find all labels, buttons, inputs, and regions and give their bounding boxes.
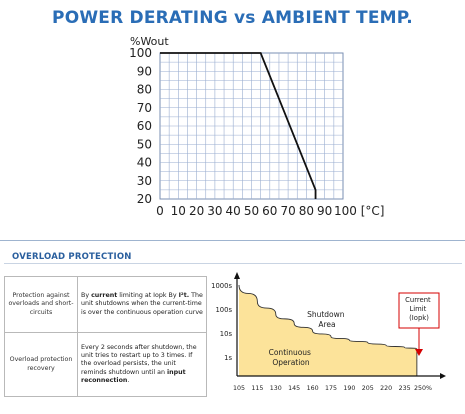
bold-text: current	[91, 292, 118, 300]
current-limit-arrow-head	[415, 349, 423, 356]
x-axis-arrow	[440, 373, 446, 379]
x-tick-label: 80	[299, 204, 314, 218]
derating-line	[160, 52, 317, 199]
x-tick-label: 220	[380, 385, 392, 392]
x-tick-label: 105	[233, 385, 245, 392]
y-tick-label: 1000s	[211, 282, 232, 290]
y-tick-labels: 1000s 100s 10s 1s	[211, 282, 232, 362]
x-tick-label: 130	[270, 385, 282, 392]
heading-underline	[4, 263, 462, 264]
row-description: Every 2 seconds after shutdown, the unit…	[77, 332, 207, 397]
shutdown-area-label: Shutdown Area	[307, 310, 347, 329]
y-tick-label: 60	[137, 119, 152, 133]
continuous-operation-line1: Continuous	[269, 348, 311, 357]
overload-curve	[238, 284, 418, 350]
y-tick-label: 100	[129, 46, 152, 60]
x-tick-label: 20	[189, 204, 204, 218]
y-tick-label: 100s	[215, 306, 232, 314]
y-tick-label: 80	[137, 83, 152, 97]
row-description: By current limiting at Iopk By I²t. The …	[77, 276, 207, 333]
x-tick-label: 100 [°C]	[334, 204, 384, 218]
x-tick-label: 10	[171, 204, 186, 218]
current-limit-line2: Limit	[409, 305, 426, 313]
x-tick-label: 190	[343, 385, 355, 392]
y-tick-label: 90	[137, 64, 152, 78]
series-group	[160, 52, 317, 199]
x-tick-label: 60	[262, 204, 277, 218]
x-tick-labels: 105 115 130 145 160 175 190 205 220 235 250%	[233, 385, 432, 392]
x-tick-label: 235	[399, 385, 411, 392]
x-tick-label: 145	[288, 385, 300, 392]
x-tick-label: 70	[280, 204, 295, 218]
overload-table: Protection against overloads and short-c…	[4, 276, 207, 397]
x-tick-label: 90	[317, 204, 332, 218]
y-tick-label: 20	[137, 192, 152, 206]
axes	[234, 272, 446, 379]
area-group	[238, 284, 418, 376]
overload-chart: 1000s 100s 10s 1s 105 115 130 145 160 175 190 205 2…	[211, 272, 446, 392]
x-tick-label: 50	[244, 204, 259, 218]
x-tick-label: 115	[251, 385, 263, 392]
current-limit-line1: Current	[405, 296, 431, 304]
y-tick-label: 30	[137, 174, 152, 188]
text-run: By	[81, 292, 92, 300]
row-label: Protection against overloads and short-c…	[4, 276, 78, 333]
text-run: Every 2 seconds after shutdown, the unit…	[81, 343, 197, 376]
x-tick-label: 40	[226, 204, 241, 218]
continuous-operation-line2: Operation	[272, 358, 310, 367]
x-tick-label: 250%	[414, 385, 432, 392]
chart-title: POWER DERATING vs AMBIENT TEMP.	[52, 8, 413, 28]
bold-text: I²t.	[178, 292, 190, 300]
table-row: Protection against overloads and short-c…	[4, 276, 207, 333]
x-tick-label: 175	[325, 385, 337, 392]
bold-text: input reconnection	[81, 368, 186, 384]
text-run: The unit shutdowns when the current-time…	[81, 292, 203, 316]
y-tick-label: 50	[137, 137, 152, 151]
current-limit-line3: (Iopk)	[409, 314, 429, 322]
x-tick-labels: 0 10 20 30 40 50 60 70 80 90 100 [°C]	[156, 204, 384, 218]
y-tick-label: 1s	[224, 354, 232, 362]
current-limit-box: Current Limit (Iopk)	[398, 292, 440, 356]
grid	[159, 52, 344, 200]
section-divider	[0, 240, 465, 241]
overload-heading: OVERLOAD PROTECTION	[12, 252, 132, 262]
table-row: Overload protection recovery Every 2 sec…	[4, 332, 207, 397]
y-axis-label: %Wout	[130, 35, 169, 48]
y-tick-labels: 20 30 40 50 60 70 80 90 100	[129, 46, 152, 206]
y-axis-arrow	[234, 272, 240, 279]
shutdown-area-line1: Shutdown	[307, 310, 345, 319]
x-tick-label: 160	[307, 385, 319, 392]
text-run: .	[127, 376, 130, 384]
continuous-operation-area	[239, 285, 417, 376]
y-tick-label: 10s	[220, 330, 233, 338]
shutdown-area-line2: Area	[318, 320, 335, 329]
continuous-operation-label: Continuous Operation	[269, 348, 314, 367]
x-tick-label: 0	[156, 204, 164, 218]
y-tick-label: 40	[137, 156, 152, 170]
x-tick-label: 30	[207, 204, 222, 218]
x-tick-label: 205	[362, 385, 374, 392]
current-limit-label: Current Limit (Iopk)	[405, 296, 433, 322]
text-run: limiting at Iopk By	[117, 292, 179, 300]
y-tick-label: 70	[137, 101, 152, 115]
row-label: Overload protection recovery	[4, 332, 78, 397]
